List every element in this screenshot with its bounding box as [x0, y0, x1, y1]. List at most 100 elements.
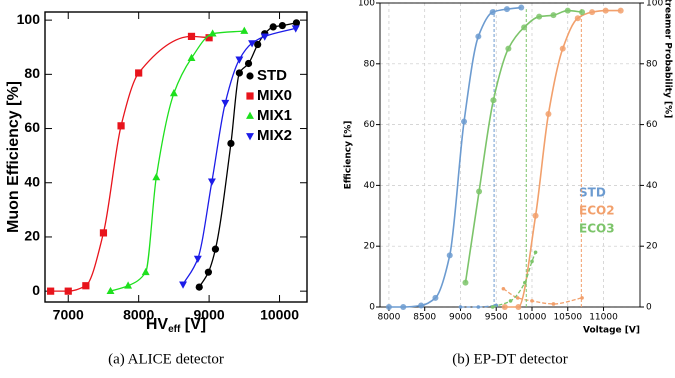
- marker: [64, 287, 72, 295]
- y-tick-label: 20: [364, 242, 376, 252]
- legend-label: MIX0: [257, 87, 292, 104]
- marker: [47, 287, 55, 295]
- marker: [536, 13, 543, 20]
- fit-curve: [504, 9, 621, 308]
- marker: [260, 33, 269, 41]
- streamer-marker: [508, 299, 513, 303]
- marker: [169, 88, 178, 97]
- x-tick-label: 7000: [53, 307, 84, 323]
- marker: [117, 122, 125, 130]
- legend-label: MIX2: [257, 127, 292, 144]
- marker: [462, 279, 469, 286]
- streamer-marker: [551, 302, 556, 306]
- marker: [559, 45, 566, 52]
- marker: [505, 45, 512, 52]
- marker: [195, 283, 203, 291]
- marker: [579, 9, 586, 16]
- y-tick-label: 100: [17, 11, 41, 27]
- x-axis-label: HVeff [V]: [146, 316, 206, 334]
- marker: [235, 56, 244, 64]
- y-tick-label: 60: [24, 119, 40, 135]
- legend-label: ECO2: [579, 204, 615, 218]
- marker: [550, 12, 557, 19]
- marker: [208, 29, 217, 37]
- marker: [124, 281, 133, 289]
- x-label-sub: eff: [168, 324, 181, 335]
- marker: [221, 99, 230, 108]
- marker: [432, 294, 439, 301]
- marker: [400, 304, 407, 310]
- streamer-marker: [458, 305, 463, 309]
- marker: [489, 9, 496, 16]
- marker: [278, 21, 286, 30]
- y-tick-label: 80: [24, 65, 40, 81]
- legend-marker: [246, 111, 254, 119]
- legend-marker: [246, 72, 254, 80]
- marker: [240, 26, 249, 34]
- marker: [269, 23, 277, 31]
- y-axis-label: Muon Efficiency [%]: [5, 81, 22, 233]
- caption: (a) ALICE detector: [108, 351, 224, 367]
- streamer-marker: [580, 296, 584, 300]
- marker: [617, 7, 624, 14]
- plot-frame: [44, 11, 308, 303]
- y2-tick-label: 60: [646, 120, 658, 130]
- x-tick-label: 9000: [194, 307, 225, 323]
- marker: [515, 304, 522, 310]
- marker: [490, 97, 497, 104]
- streamer-marker: [515, 296, 520, 300]
- streamer-marker: [530, 299, 534, 303]
- fit-curve: [110, 30, 245, 292]
- marker: [244, 59, 253, 68]
- x-tick-label: 9500: [485, 313, 508, 323]
- marker: [292, 19, 301, 27]
- marker: [476, 188, 483, 195]
- y2-tick-label: 80: [646, 59, 658, 69]
- y-tick-label: 40: [364, 181, 376, 191]
- legend-label: STD: [579, 186, 606, 200]
- x-tick-label: 8000: [123, 307, 154, 323]
- marker: [574, 15, 581, 22]
- fit-curve: [50, 35, 210, 292]
- x-tick-label: 10500: [553, 313, 582, 323]
- y-tick-label: 40: [24, 173, 40, 189]
- streamer-marker: [476, 305, 481, 309]
- marker: [205, 34, 213, 42]
- marker: [227, 139, 235, 148]
- legend-marker: [246, 133, 254, 141]
- streamer-marker: [501, 286, 506, 291]
- marker: [521, 24, 528, 31]
- streamer-marker: [533, 250, 538, 255]
- legend-label: STD: [257, 67, 287, 84]
- x-tick-label: 10000: [260, 307, 299, 323]
- marker: [254, 40, 262, 49]
- x-label-unit: [V]: [180, 316, 206, 333]
- y2-tick-label: 100: [646, 0, 663, 9]
- marker: [187, 53, 196, 61]
- marker: [179, 281, 188, 289]
- y2-tick-label: 20: [646, 242, 658, 252]
- x-tick-label: 11000: [589, 313, 618, 323]
- marker: [475, 33, 482, 40]
- y-tick-label: 0: [32, 282, 40, 298]
- fit-curve: [388, 6, 522, 308]
- y-tick-label: 80: [364, 59, 376, 69]
- marker: [501, 304, 508, 310]
- x-tick-label: 9000: [449, 313, 472, 323]
- y-tick-label: 0: [369, 303, 375, 313]
- x-axis-label: Voltage [V]: [583, 326, 640, 336]
- marker: [461, 118, 468, 125]
- marker: [211, 245, 220, 253]
- marker: [503, 6, 510, 13]
- marker: [418, 302, 425, 309]
- marker: [152, 173, 161, 181]
- y2-tick-label: 0: [646, 303, 652, 313]
- streamer-marker: [523, 280, 527, 285]
- x-tick-label: 8500: [413, 313, 436, 323]
- marker: [589, 9, 596, 16]
- marker: [187, 32, 196, 40]
- marker: [532, 212, 539, 219]
- x-tick-label: 10000: [518, 313, 547, 323]
- marker: [207, 178, 216, 186]
